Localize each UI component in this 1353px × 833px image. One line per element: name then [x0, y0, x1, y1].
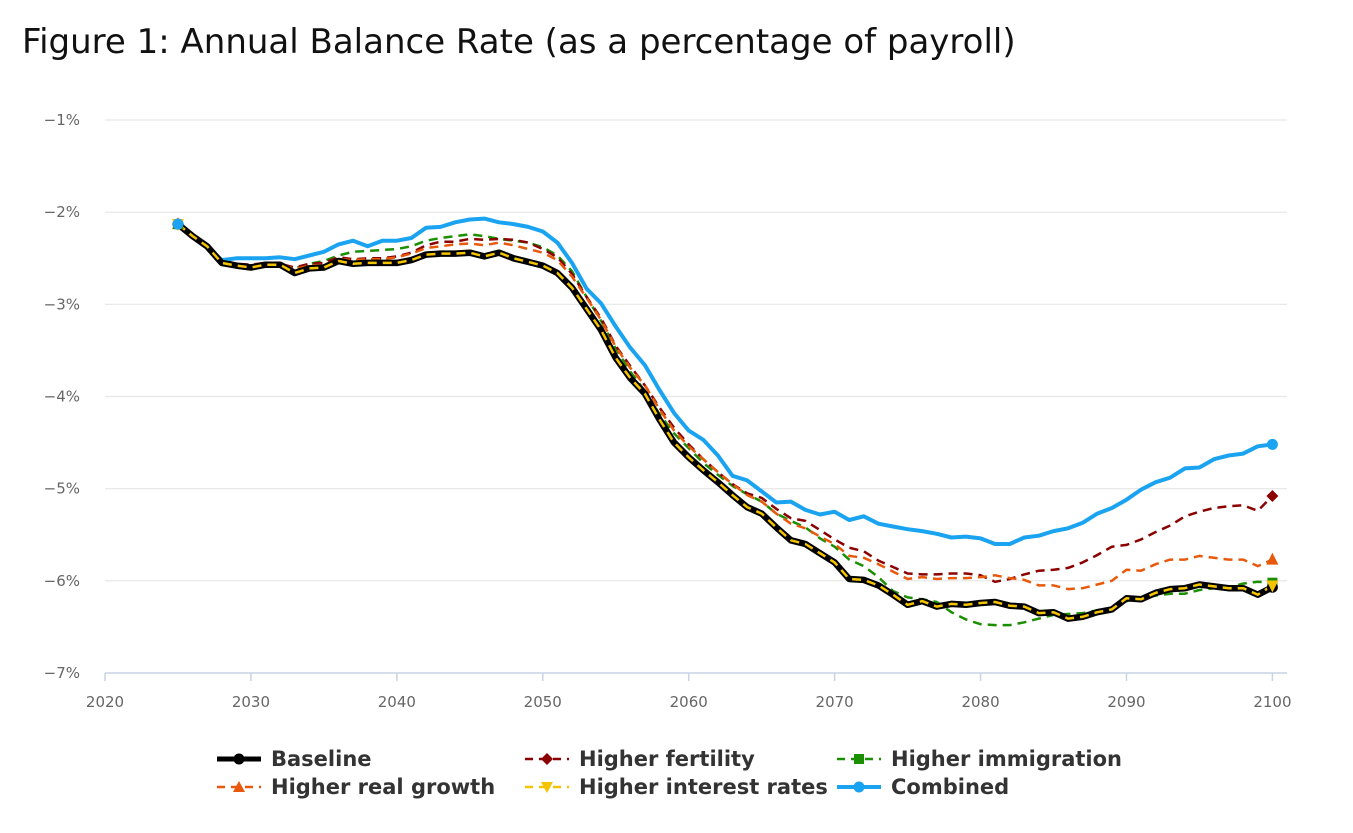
x-tick-label: 2050	[524, 693, 562, 711]
legend-swatch-higher-fertility	[525, 753, 569, 765]
marker-end-combined	[1266, 438, 1278, 450]
legend-item-higher-interest-rates[interactable]: Higher interest rates	[523, 773, 828, 801]
legend-label-baseline: Baseline	[271, 747, 372, 771]
x-tick-label: 2020	[86, 693, 124, 711]
series-line-combined	[176, 216, 1275, 546]
y-tick-label: −6%	[44, 572, 80, 590]
legend-swatch-higher-real-growth	[217, 781, 261, 792]
legend-item-higher-fertility[interactable]: Higher fertility	[523, 745, 755, 773]
y-tick-label: −2%	[44, 203, 80, 221]
marker-end-higher-real-growth	[1266, 552, 1279, 565]
series-line-higher-interest-rates	[177, 223, 1274, 620]
y-tick-label: −1%	[44, 111, 80, 129]
legend-swatch-higher-immigration	[837, 754, 881, 764]
marker-start-combined	[172, 218, 184, 230]
legend-swatch-higher-interest-rates	[525, 782, 569, 793]
legend-label-higher-immigration: Higher immigration	[891, 747, 1122, 771]
series-line-higher-fertility	[177, 223, 1274, 584]
y-tick-label: −7%	[44, 664, 80, 682]
legend-item-combined[interactable]: Combined	[835, 773, 1009, 801]
y-axis-ticks: −1% −2% −3% −4% −5% −6% −7%	[44, 111, 80, 682]
legend-label-higher-interest-rates: Higher interest rates	[579, 775, 828, 799]
x-tick-label: 2070	[816, 693, 854, 711]
chart-title: Figure 1: Annual Balance Rate (as a perc…	[22, 22, 1016, 62]
marker-end-higher-interest-rates	[1266, 580, 1279, 593]
grid-layer	[105, 119, 1287, 582]
series-line-higher-immigration	[177, 223, 1273, 627]
series-line-baseline	[174, 220, 1276, 622]
legend-item-baseline[interactable]: Baseline	[215, 745, 372, 773]
marker-end-higher-fertility	[1266, 490, 1279, 503]
legend-label-higher-fertility: Higher fertility	[579, 747, 755, 771]
x-tick-label: 2040	[378, 693, 416, 711]
x-tick-label: 2030	[232, 693, 270, 711]
x-tick-label: 2100	[1253, 693, 1291, 711]
legend-swatch-baseline	[217, 753, 261, 765]
x-axis: 2020 2030 2040 2050 2060 2070 2080 2090 2100	[86, 672, 1292, 711]
legend-label-combined: Combined	[891, 775, 1010, 799]
legend-item-higher-immigration[interactable]: Higher immigration	[835, 745, 1122, 773]
x-tick-label: 2090	[1107, 693, 1145, 711]
chart-plot: −1%−2%−3%−4%−5%−6%−7% 2020 2030 2040 2050 20…	[44, 111, 1292, 711]
y-tick-label: −3%	[44, 295, 80, 313]
legend-item-higher-real-growth[interactable]: Higher real growth	[215, 773, 495, 801]
y-tick-label: −4%	[44, 388, 80, 406]
legend-swatch-combined	[837, 781, 881, 793]
y-tick-label: −5%	[44, 480, 80, 498]
x-tick-label: 2080	[961, 693, 999, 711]
marker-layer	[171, 217, 1279, 593]
legend-label-higher-real-growth: Higher real growth	[271, 775, 496, 799]
series-line-higher-real-growth	[177, 223, 1273, 591]
x-tick-label: 2060	[670, 693, 708, 711]
series-layer	[174, 216, 1276, 627]
